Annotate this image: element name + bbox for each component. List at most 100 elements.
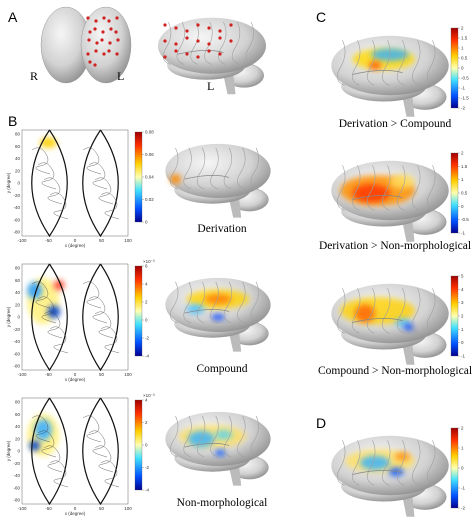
x-tick-label: -100 [17,372,27,377]
y-tick-label: 80 [15,266,21,271]
activation-blob [360,455,390,470]
sulcus [412,440,421,486]
brainstem [229,467,242,486]
sulcus [352,288,361,334]
sulcus [397,165,406,211]
sylvian-fissure [352,318,403,323]
y-tick-label: 20 [15,436,21,441]
activation-blob [214,449,226,457]
electrode [196,39,200,43]
sulcus [169,281,179,324]
sulcus [196,281,206,324]
electrode [207,26,211,30]
map-contour [82,147,102,175]
colorbar [450,275,459,357]
electrode [185,52,189,56]
y-tick-label: 0 [17,315,20,320]
colorbar-tick-label: -2 [145,336,149,341]
sulcus [427,440,436,486]
sylvian-fissure [352,470,403,475]
y-tick-label: 0 [17,181,20,186]
brain-render [331,283,449,365]
sulcus [352,40,361,86]
activation-blob [403,323,414,331]
topo-map [21,263,129,372]
panel-label: C [316,9,326,25]
sylvian-fissure [352,70,403,75]
map-contour [43,177,63,205]
front-view-brain [40,6,132,84]
electrode [174,42,178,46]
colorbar-tick-label: 2 [461,151,464,156]
x-tick-label: 50 [99,372,105,377]
map-hemisphere [31,129,68,238]
electrode [196,55,200,59]
sulcus [183,415,192,458]
electrode [94,49,98,53]
sulcus [367,165,376,211]
colorbar-tick-label: 0 [461,204,464,209]
electrode [107,19,111,23]
electrode [163,23,167,27]
brainstem [229,333,242,352]
x-tick-label: -50 [45,238,52,243]
x-tick-label: -50 [45,372,52,377]
colorbar [450,27,459,109]
electrode [163,39,167,43]
activation-blob [355,304,375,323]
map-contour [94,445,114,473]
electrode [109,27,113,31]
colorbar-tick-label: 1.5 [461,164,468,169]
brainstem [402,345,415,365]
electrode [88,60,92,64]
colorbar-tick-label: -1.5 [461,96,469,101]
map-contour [94,311,114,339]
sulcus [397,288,406,334]
sulcus [210,415,219,458]
y-tick-label: 40 [15,156,21,161]
electrode [115,52,119,56]
sulcus [237,147,246,190]
x-axis-label: x (degree) [65,511,86,516]
map-hemisphere [82,129,119,238]
map-contour [100,192,120,220]
caption: Derivation > Non-morphological [319,240,471,252]
x-tick-label: 0 [74,372,77,377]
y-tick-label: -60 [13,217,20,222]
brain-render [331,160,449,242]
topo-map [21,397,129,506]
activation-blob [214,429,233,440]
sulcus [169,415,179,458]
sulcus [204,21,213,65]
electrode [94,19,98,23]
colorbar-tick-label: -1 [461,486,465,491]
x-tick-label: 0 [74,238,77,243]
map-contour [100,460,120,488]
electrode [86,52,90,56]
colorbar-tick-label: 0 [461,66,464,71]
electrode [116,38,120,42]
sulcus [412,288,421,334]
y-tick-label: -80 [13,230,20,235]
electrode [185,36,189,40]
colorbar-scale: ×10⁻³ [143,259,155,264]
colorbar-tick-label: 0.04 [145,175,154,180]
brain-render [165,411,271,486]
electrode [108,41,112,45]
electrode [114,30,118,34]
sulcus [169,147,179,190]
y-axis-label: y (degree) [6,306,11,327]
colorbar-tick-label: 1 [461,327,464,332]
colorbar-tick-label: 1.5 [461,36,468,41]
electrode [86,16,90,20]
map-hemisphere [82,263,119,372]
colorbar-tick-label: 2 [461,314,464,319]
sulcus [190,21,199,65]
electrode [174,26,178,30]
colorbar-tick-label: 1 [461,177,464,182]
y-tick-label: -60 [13,485,20,490]
brainstem [402,97,415,117]
colorbar [134,265,143,357]
activation-blob [388,467,404,477]
y-tick-label: 40 [15,424,21,429]
